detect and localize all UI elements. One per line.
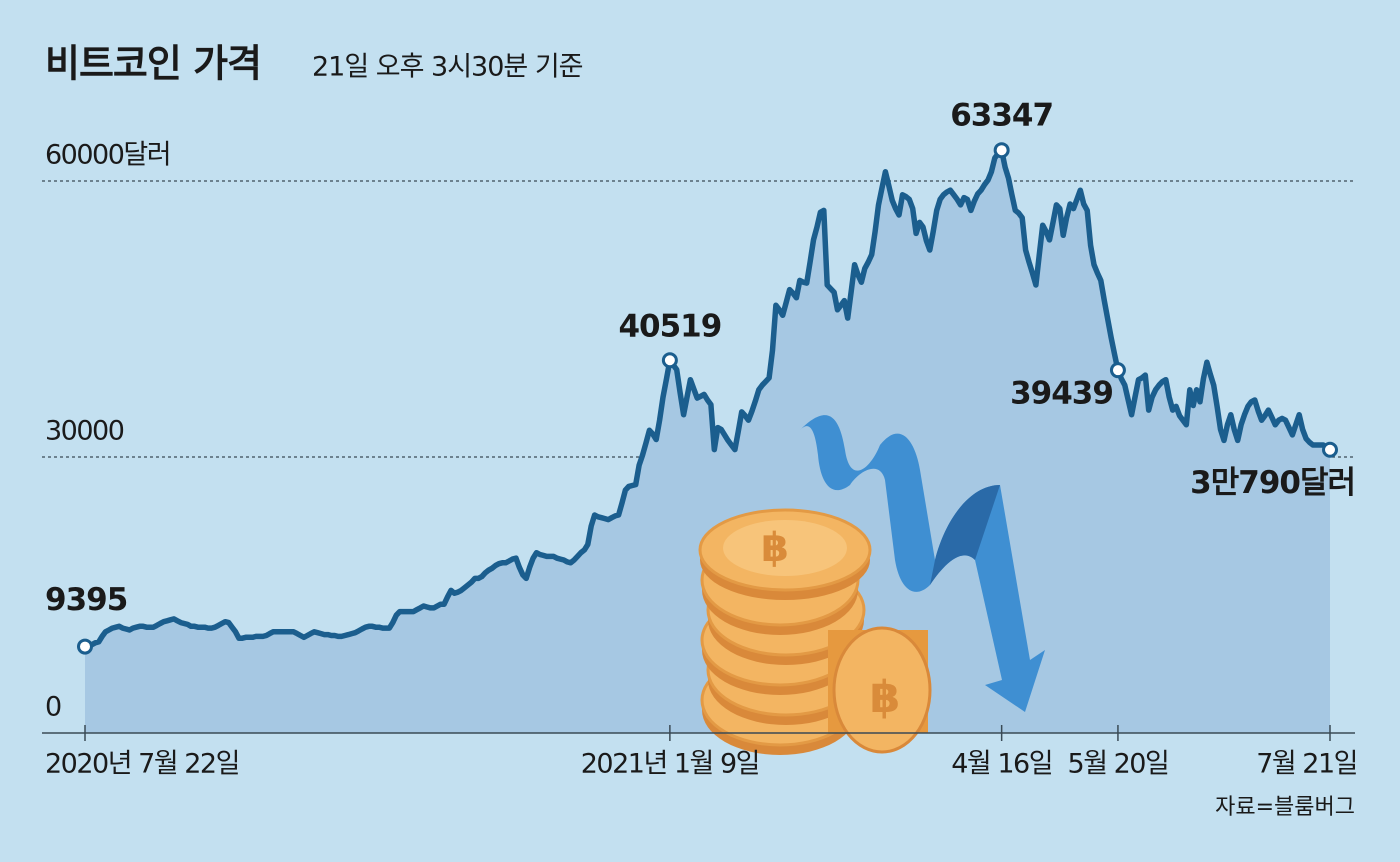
y-tick-label: 30000 <box>45 416 124 447</box>
x-tick-label: 4월 16일 <box>951 749 1052 780</box>
point-marker <box>993 142 1010 159</box>
chart-subtitle: 21일 오후 3시30분 기준 <box>312 52 583 83</box>
arrow-shade <box>930 485 1000 585</box>
value-label: 39439 <box>1010 376 1113 412</box>
value-label: 40519 <box>618 309 721 345</box>
point-marker <box>77 638 93 655</box>
x-tick-label: 7월 21일 <box>1256 749 1357 780</box>
chart-title: 비트코인 가격 <box>45 42 261 86</box>
value-label: 3만790달러 <box>1190 465 1355 501</box>
point-marker <box>1322 441 1338 458</box>
coin-inner <box>723 520 847 576</box>
x-tick-label: 2021년 1월 9일 <box>581 749 759 780</box>
decoration: ฿฿ <box>698 415 1045 755</box>
line <box>84 147 1332 650</box>
source: 자료=블룸버그 <box>1215 795 1355 820</box>
value-label: 9395 <box>45 582 127 618</box>
x-tick-label: 2020년 7월 22일 <box>45 749 239 780</box>
area <box>85 150 1330 733</box>
value-label: 63347 <box>950 98 1053 134</box>
coin-symbol: ฿ <box>761 525 789 571</box>
point-marker <box>661 352 678 369</box>
coin-symbol: ฿ <box>870 672 901 723</box>
y-tick-label: 60000달러 <box>45 140 170 171</box>
coin <box>832 626 932 754</box>
y-tick-label: 0 <box>45 692 61 723</box>
point-marker <box>1109 362 1126 379</box>
x-tick-label: 5월 20일 <box>1068 749 1169 780</box>
